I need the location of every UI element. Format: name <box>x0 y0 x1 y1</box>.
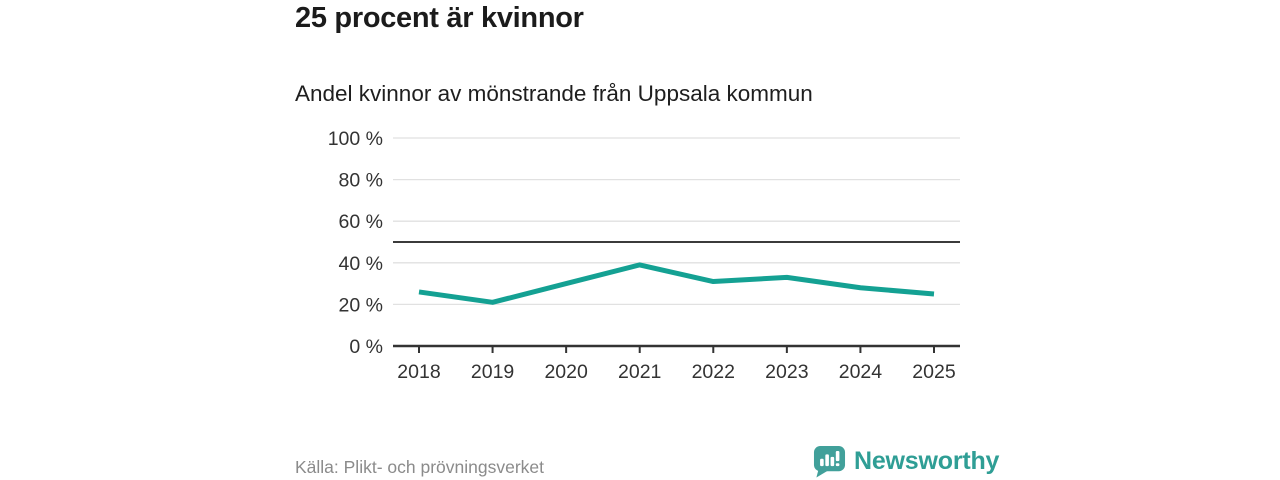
y-tick-label: 80 % <box>339 170 383 192</box>
newsworthy-wordmark: Newsworthy <box>854 446 1000 475</box>
line-chart: 0 % 20 % 40 % 60 % 80 % 100 % 2018 2019 2020 2021… <box>295 122 985 384</box>
source-note: Källa: Plikt- och prövningsverket <box>295 457 544 477</box>
x-tick-label: 2023 <box>765 361 808 383</box>
bar-chart-speech-bubble-icon <box>813 445 846 478</box>
y-tick-label: 40 % <box>339 253 383 275</box>
x-tick-label: 2022 <box>692 361 735 383</box>
x-tick-label: 2018 <box>397 361 440 383</box>
x-tick-label: 2019 <box>471 361 514 383</box>
chart-title: 25 procent är kvinnor <box>295 2 584 34</box>
chart-canvas: 0 % 20 % 40 % 60 % 80 % 100 % 2018 2019 2020 2021… <box>328 128 960 383</box>
y-tick-label: 100 % <box>328 128 383 150</box>
newsworthy-logo: Newsworthy <box>813 444 999 478</box>
x-tick-label: 2024 <box>839 361 883 383</box>
x-tick-label: 2025 <box>912 361 956 383</box>
chart-subtitle: Andel kvinnor av mönstrande från Uppsala… <box>295 81 813 106</box>
x-tick-label: 2020 <box>544 361 588 383</box>
y-tick-label: 60 % <box>339 211 383 233</box>
data-line-andel-kvinnor <box>418 262 935 305</box>
x-tick-label: 2021 <box>618 361 661 383</box>
y-tick-label: 20 % <box>339 294 383 316</box>
y-tick-label: 0 % <box>349 336 383 358</box>
